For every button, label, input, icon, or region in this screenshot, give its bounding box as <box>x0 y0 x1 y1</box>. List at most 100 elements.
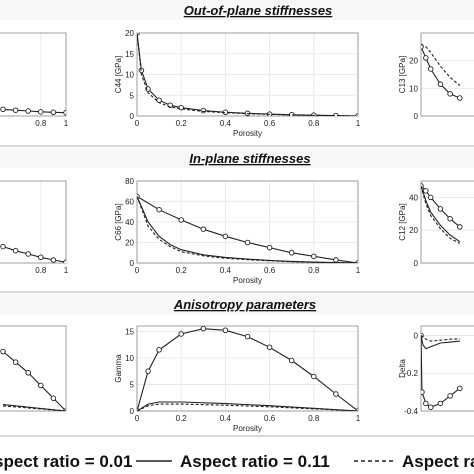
series-line-2 <box>137 196 358 263</box>
data-marker <box>12 247 19 254</box>
plot-series-group <box>0 106 66 116</box>
x-axis-label: Porosity <box>233 129 262 138</box>
data-marker <box>266 244 273 251</box>
y-tick-label: 20 <box>125 29 134 38</box>
x-tick-label: 1 <box>356 119 361 128</box>
x-tick-label: 1 <box>356 266 361 275</box>
x-tick-label: 0.8 <box>35 119 47 128</box>
x-tick-label: 0.2 <box>176 414 188 423</box>
series-line-1 <box>2 246 66 263</box>
plot-series-group <box>421 183 463 244</box>
x-tick-label: 0 <box>135 266 140 275</box>
data-marker <box>437 81 444 87</box>
plot-frame <box>136 325 359 412</box>
data-marker <box>145 86 151 92</box>
chart-7 <box>0 325 67 412</box>
data-marker <box>311 373 317 380</box>
y-tick-label: -0.4 <box>404 407 418 416</box>
series-line-2 <box>421 335 460 350</box>
chart-4: 0.8 1 <box>0 180 69 275</box>
y-tick-label: 20 <box>125 239 134 248</box>
data-marker <box>200 226 207 232</box>
data-marker <box>244 239 251 246</box>
plot-frame <box>420 180 474 264</box>
data-marker <box>156 347 162 353</box>
data-marker <box>156 97 162 103</box>
y-tick-label: 0 <box>130 407 135 416</box>
y-tick-label: 40 <box>409 193 418 202</box>
data-marker <box>38 382 44 389</box>
x-axis-label: Porosity <box>233 424 262 433</box>
data-marker <box>145 368 151 374</box>
plot-series-group <box>137 33 358 116</box>
data-marker <box>222 233 229 240</box>
data-marker <box>423 400 429 407</box>
section-header-bg-2 <box>0 148 474 168</box>
section-title-in-plane: In-plane stiffnesses <box>189 151 310 166</box>
data-marker <box>288 357 295 364</box>
data-marker <box>421 389 425 395</box>
y-tick-label: 15 <box>125 50 134 59</box>
y-tick-label: -0.2 <box>404 369 418 378</box>
y-tick-label: 5 <box>130 91 135 100</box>
data-marker <box>427 404 434 410</box>
data-marker <box>137 193 140 200</box>
plot-series-group <box>137 193 358 263</box>
data-marker <box>437 206 444 212</box>
x-tick-label: 0.8 <box>308 266 320 275</box>
x-tick-label: 0 <box>135 119 140 128</box>
chart-5: 0 0.2 0.4 0.6 0.8 1 0 20 40 60 80 Porosity C66 [GPa] <box>114 177 361 285</box>
legend: spect ratio = 0.01 Aspect ratio = 0.11 A… <box>0 452 474 471</box>
series-line-1 <box>137 328 358 411</box>
plot-frame <box>0 180 67 264</box>
x-tick-label: 1 <box>356 414 361 423</box>
y-tick-label: 60 <box>125 198 134 207</box>
y-tick-label: 40 <box>125 218 134 227</box>
data-marker <box>50 109 57 116</box>
series-line-3 <box>137 196 358 263</box>
data-marker <box>447 215 453 222</box>
data-marker <box>200 107 207 114</box>
data-marker <box>63 109 66 116</box>
section-header-bg-1 <box>0 0 474 20</box>
x-tick-label: 0.6 <box>264 414 276 423</box>
data-marker <box>423 55 429 61</box>
data-marker <box>156 206 162 213</box>
section-header-bg-3 <box>0 294 474 314</box>
series-line-3 <box>2 405 66 411</box>
data-marker <box>38 109 44 115</box>
data-marker <box>427 194 434 201</box>
data-marker <box>427 66 434 72</box>
data-marker <box>178 217 184 223</box>
y-tick-label: 0 <box>130 112 135 121</box>
series-line-1 <box>2 108 66 114</box>
series-line-2 <box>2 404 66 411</box>
data-marker <box>333 257 339 263</box>
y-tick-label: 10 <box>125 71 134 80</box>
data-marker <box>457 224 463 230</box>
series-line-3 <box>137 403 358 411</box>
data-marker <box>222 327 229 334</box>
y-tick-label: 5 <box>130 380 135 389</box>
x-tick-label: 1 <box>64 266 69 275</box>
x-tick-label: 0.2 <box>176 266 188 275</box>
data-marker <box>0 106 6 113</box>
x-tick-label: 0.4 <box>220 119 232 128</box>
data-marker <box>333 391 339 397</box>
series-line-1 <box>2 351 66 411</box>
data-marker <box>457 385 463 392</box>
data-marker <box>447 91 453 97</box>
chart-9: 0 -0.2 -0.4 Delta <box>398 325 474 416</box>
x-tick-label: 0 <box>135 414 140 423</box>
data-marker <box>12 359 19 365</box>
y-tick-label: 10 <box>125 354 134 363</box>
y-tick-label: 0 <box>414 112 419 121</box>
data-marker <box>63 259 66 263</box>
legend-label-2: Aspect ratio = 0.11 <box>180 452 330 471</box>
x-tick-label: 0.8 <box>35 266 47 275</box>
